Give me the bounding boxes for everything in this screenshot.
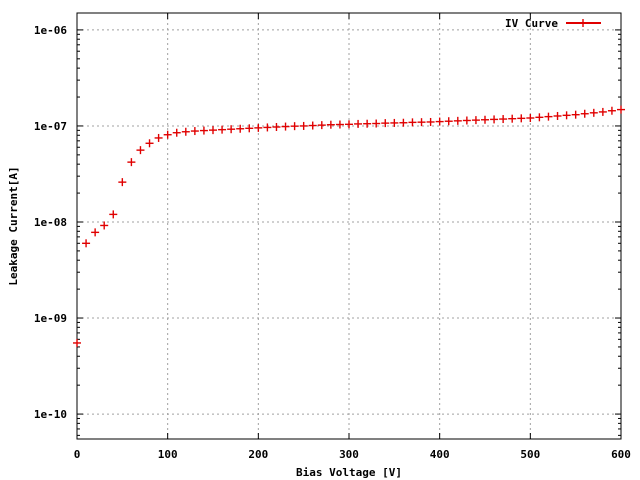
data-point	[317, 121, 326, 130]
data-point	[426, 117, 435, 126]
data-point	[91, 228, 100, 237]
data-point	[481, 115, 489, 124]
data-point	[218, 125, 227, 134]
data-point	[381, 119, 390, 128]
data-point	[281, 122, 290, 131]
axis-ticks: 0 100 200 300 400 500 600 1e-10 1e-09 1e-08 1e-07 1…	[34, 13, 631, 461]
data-point	[172, 128, 181, 137]
plot-frame	[76, 12, 622, 440]
data-point	[435, 117, 444, 126]
data-points	[73, 105, 625, 347]
data-point	[544, 112, 553, 121]
y-axis-label: Leakage Current[A]	[7, 166, 20, 285]
data-point	[553, 111, 562, 120]
data-point	[190, 127, 199, 136]
data-point	[272, 123, 281, 132]
data-point	[181, 127, 190, 136]
y-tick-label: 1e-07	[34, 120, 67, 133]
data-point	[127, 158, 136, 167]
data-point	[154, 133, 163, 142]
data-point	[236, 124, 245, 133]
data-point	[598, 107, 607, 116]
data-point	[453, 116, 462, 125]
data-point	[73, 338, 81, 347]
data-point	[299, 121, 308, 130]
x-tick-label: 600	[611, 448, 631, 461]
data-point	[517, 114, 526, 123]
x-tick-label: 200	[248, 448, 268, 461]
x-tick-label: 300	[339, 448, 359, 461]
data-point	[571, 110, 580, 119]
x-axis-label: Bias Voltage [V]	[296, 466, 402, 479]
data-point	[607, 106, 616, 115]
x-tick-label: 0	[74, 448, 81, 461]
data-point	[227, 125, 236, 134]
grid-lines	[77, 13, 621, 439]
y-tick-label: 1e-10	[34, 408, 67, 421]
legend-marker	[579, 19, 587, 27]
data-point	[444, 117, 453, 126]
data-point	[100, 221, 109, 230]
data-point	[589, 108, 598, 117]
data-point	[580, 109, 589, 118]
data-point	[390, 118, 399, 127]
y-tick-label: 1e-08	[34, 216, 67, 229]
data-point	[245, 124, 254, 133]
x-tick-label: 400	[430, 448, 450, 461]
data-point	[408, 118, 417, 127]
data-point	[417, 118, 426, 127]
data-point	[490, 115, 499, 124]
data-point	[308, 121, 317, 130]
data-point	[345, 120, 353, 129]
data-point	[290, 122, 299, 131]
data-point	[354, 119, 363, 128]
y-tick-label: 1e-06	[34, 24, 67, 37]
data-point	[199, 126, 208, 135]
data-point	[109, 210, 118, 219]
data-point	[163, 130, 172, 139]
data-point	[508, 114, 517, 123]
data-point	[562, 111, 571, 120]
legend: IV Curve	[505, 17, 601, 30]
data-point	[372, 119, 381, 128]
data-point	[399, 118, 408, 127]
data-point	[526, 113, 535, 122]
data-point	[82, 239, 91, 248]
legend-label: IV Curve	[505, 17, 558, 30]
data-point	[254, 123, 263, 132]
y-tick-label: 1e-09	[34, 312, 67, 325]
data-point	[326, 120, 335, 129]
x-tick-label: 500	[520, 448, 540, 461]
data-point	[499, 115, 508, 124]
data-point	[263, 123, 272, 132]
data-point	[535, 113, 544, 122]
data-point	[145, 139, 154, 148]
data-point	[617, 105, 625, 114]
legend-plus	[579, 19, 587, 27]
data-point	[363, 119, 372, 128]
x-tick-label: 100	[158, 448, 178, 461]
data-point	[136, 146, 145, 155]
data-point	[209, 126, 217, 135]
data-point	[118, 178, 127, 187]
data-point	[471, 116, 480, 125]
data-point	[335, 120, 344, 129]
data-point	[462, 116, 471, 125]
